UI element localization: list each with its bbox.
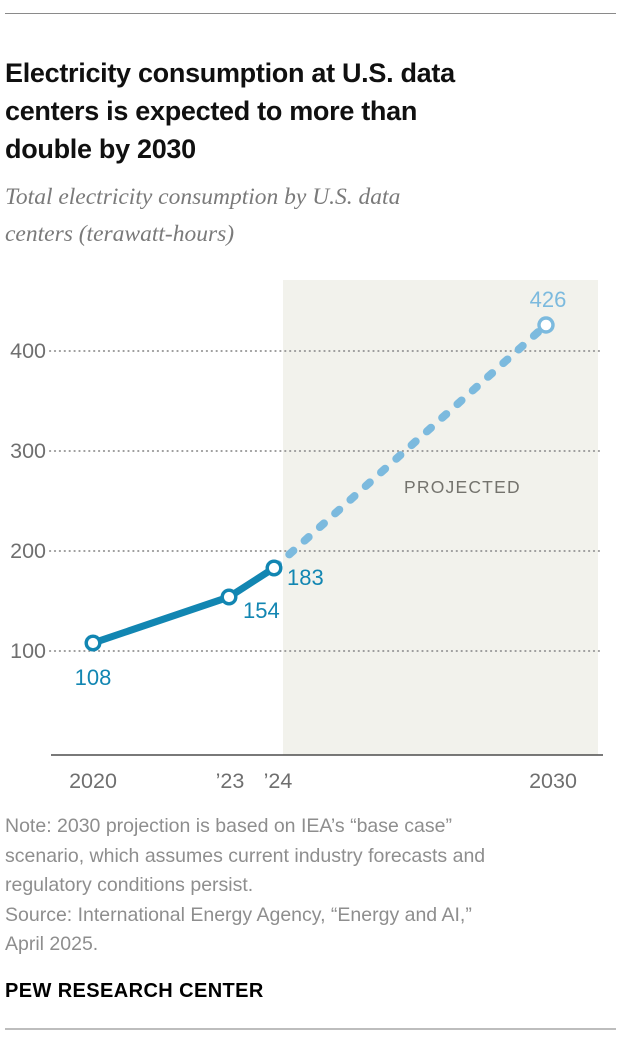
projected-label: PROJECTED	[404, 477, 521, 497]
line-chart: 400 300 200 100 PROJECTED 108 154 183 42…	[0, 270, 620, 800]
value-label-2020: 108	[75, 665, 112, 690]
x-tick-23: ’23	[216, 769, 245, 793]
bottom-divider	[5, 1028, 616, 1030]
point-2030	[537, 316, 555, 334]
note-source-text: Note: 2030 projection is based on IEA’s …	[5, 815, 486, 955]
y-tick-100: 100	[10, 639, 46, 663]
brand-footer: PEW RESEARCH CENTER	[5, 980, 264, 1002]
point-2020	[84, 634, 102, 652]
x-tick-2020: 2020	[69, 769, 117, 793]
y-tick-200: 200	[10, 539, 46, 563]
page-title: Electricity consumption at U.S. data cen…	[5, 58, 455, 165]
series-projected-line	[270, 321, 550, 572]
chart-subtitle: Total electricity consumption by U.S. da…	[5, 184, 401, 247]
y-tick-300: 300	[10, 439, 46, 463]
value-label-2023: 154	[243, 598, 280, 623]
value-label-2030: 426	[530, 287, 567, 312]
top-divider	[5, 13, 616, 14]
x-tick-24: ’24	[264, 769, 293, 793]
point-2023	[220, 588, 238, 606]
y-tick-400: 400	[10, 339, 46, 363]
x-tick-2030: 2030	[529, 769, 577, 793]
gridlines	[48, 349, 602, 653]
chart-canvas: 400 300 200 100 PROJECTED 108 154 183 42…	[10, 280, 603, 793]
point-2024	[265, 559, 283, 577]
value-label-2024: 183	[287, 565, 324, 590]
projected-region	[283, 280, 598, 755]
